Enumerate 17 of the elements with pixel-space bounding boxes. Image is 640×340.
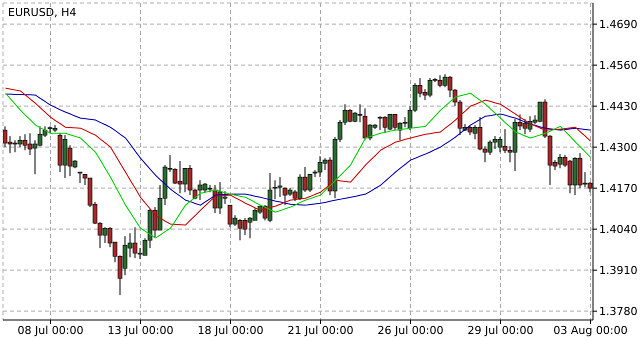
y-tick-label: 1.4170 <box>599 182 638 196</box>
y-tick-label: 1.4690 <box>599 18 638 32</box>
y-tick-label: 1.3910 <box>599 264 638 278</box>
chart-title: EURUSD, H4 <box>8 6 76 19</box>
x-tick-label: 26 Jul 00:00 <box>378 324 444 337</box>
y-tick-label: 1.4040 <box>599 223 638 236</box>
y-tick-label: 1.3780 <box>599 305 638 318</box>
y-tick-label: 1.4300 <box>599 141 638 154</box>
y-tick-label: 1.4560 <box>599 59 638 72</box>
x-tick-label: 03 Aug 00:00 <box>553 324 628 337</box>
x-tick-label: 13 Jul 00:00 <box>108 324 174 337</box>
y-tick-label: 1.4430 <box>599 100 638 114</box>
candlestick <box>78 172 82 184</box>
x-tick-label: 21 Jul 00:00 <box>288 324 354 337</box>
x-tick-label: 29 Jul 00:00 <box>468 324 534 337</box>
x-tick-label: 08 Jul 00:00 <box>18 324 84 337</box>
x-tick-label: 18 Jul 00:00 <box>198 324 264 337</box>
